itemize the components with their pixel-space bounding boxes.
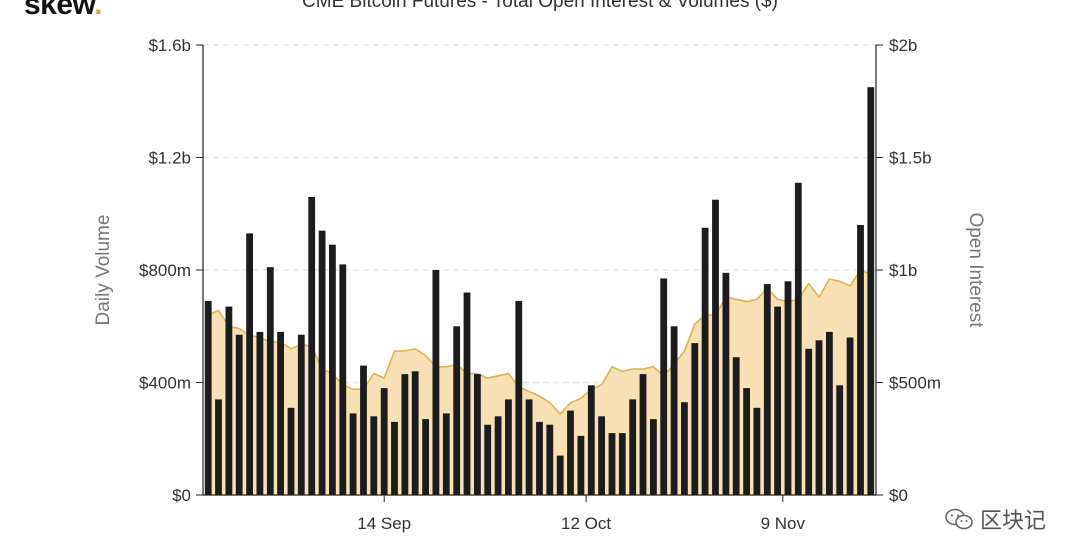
volume-bar: [660, 278, 668, 495]
volume-bar: [235, 334, 243, 495]
y2-tick-label: $1b: [889, 261, 917, 280]
volume-bar: [722, 272, 730, 495]
volume-bar: [712, 199, 719, 495]
volume-bar: [732, 357, 740, 495]
volume-bar: [204, 300, 212, 495]
volume-bar: [546, 424, 554, 495]
logo-dot: .: [94, 0, 103, 21]
volume-bar: [474, 374, 481, 495]
volume-bar: [567, 410, 574, 495]
volume-bar: [743, 388, 750, 495]
volume-bar: [826, 331, 833, 495]
volume-bar: [794, 182, 802, 496]
volume-bar: [401, 374, 409, 495]
volume-bar: [618, 433, 626, 495]
volume-bar: [846, 337, 854, 495]
x-tick-label: 9 Nov: [761, 514, 806, 533]
volume-bar: [308, 196, 316, 495]
volume-bar: [577, 435, 585, 495]
volume-bar: [494, 416, 502, 496]
volume-bar: [763, 284, 771, 495]
y2-tick-label: $0: [889, 486, 908, 505]
volume-bar: [681, 402, 688, 495]
volume-bar: [505, 399, 512, 495]
volume-bar: [422, 419, 429, 495]
volume-bar: [556, 455, 564, 495]
volume-bar: [411, 371, 419, 496]
watermark-text: 区块记: [979, 508, 1046, 533]
y-axis-title: Daily Volume: [93, 215, 114, 326]
volume-bar: [215, 399, 222, 495]
volume-bar: [318, 230, 326, 495]
volume-bar: [463, 292, 471, 495]
volume-bar: [246, 233, 253, 495]
volume-bar: [287, 407, 295, 495]
x-tick-label: 14 Sep: [357, 514, 411, 533]
y-tick-label: $400m: [139, 374, 191, 393]
volume-bar: [360, 365, 367, 495]
volume-bar: [867, 87, 875, 495]
volume-bar: [629, 399, 637, 495]
wechat-icon: [945, 508, 973, 530]
volume-bar: [266, 267, 274, 495]
volume-bar: [836, 385, 844, 495]
x-tick-label: 12 Oct: [561, 514, 611, 533]
logo-text: skew: [24, 0, 95, 21]
volume-bar: [339, 264, 347, 495]
volume-bar: [650, 419, 657, 495]
watermark: 区块记: [944, 503, 1046, 535]
volume-bar: [701, 227, 709, 496]
chart-title: CME Bitcoin Futures - Total Open Interes…: [302, 0, 778, 12]
volume-bar: [329, 244, 336, 495]
volume-bar: [598, 416, 605, 496]
volume-bar: [442, 413, 450, 495]
volume-bar: [225, 306, 233, 495]
volume-bar: [370, 416, 378, 496]
volume-bar: [297, 334, 305, 495]
volume-bar: [857, 225, 864, 495]
y2-axis-title: Open Interest: [965, 212, 986, 328]
volume-bar: [753, 407, 761, 495]
y2-tick-label: $2b: [889, 36, 917, 55]
volume-bar: [256, 331, 264, 495]
y-tick-label: $0: [172, 486, 191, 505]
volume-bar: [525, 399, 533, 495]
open-interest-line: [207, 268, 872, 416]
volume-bar: [453, 326, 461, 496]
volume-bar: [515, 300, 523, 495]
volume-bar: [784, 281, 792, 496]
y-tick-label: $1.2b: [148, 149, 191, 168]
volume-bar: [805, 348, 813, 496]
volume-bar: [639, 374, 647, 495]
volume-bar: [349, 413, 357, 495]
volume-bar: [432, 270, 440, 495]
volume-bar: [277, 331, 284, 495]
volume-bar: [774, 306, 781, 495]
volume-bar: [380, 388, 388, 495]
y-tick-label: $1.6b: [148, 36, 191, 55]
volume-bar: [815, 340, 823, 495]
volume-bar: [484, 424, 492, 495]
skew-logo: skew.: [24, 0, 103, 22]
y2-tick-label: $1.5b: [889, 149, 932, 168]
volume-bar: [608, 433, 616, 495]
volume-bar: [587, 385, 595, 495]
y2-tick-label: $500m: [889, 374, 941, 393]
volume-bar: [670, 326, 678, 496]
volume-bar: [391, 421, 398, 495]
volume-bar: [536, 421, 543, 495]
y-tick-label: $800m: [139, 261, 191, 280]
volume-bar: [691, 343, 699, 495]
